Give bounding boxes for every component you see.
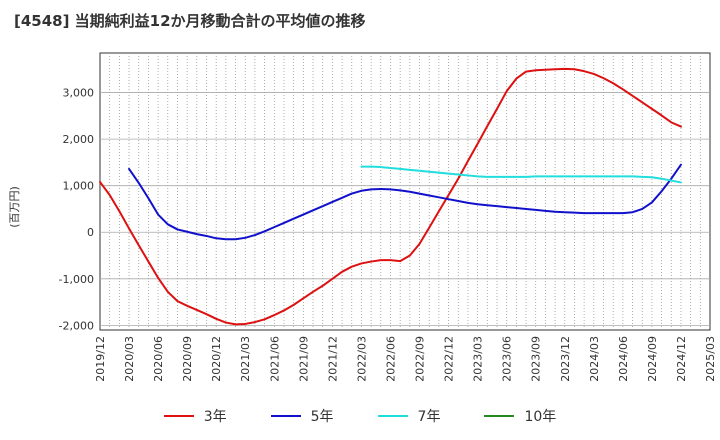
x-tick-label: 2019/12 [94, 336, 107, 382]
x-tick-label: 2023/09 [530, 336, 543, 382]
legend-label-3y: 3年 [203, 409, 227, 425]
x-tick-label: 2023/12 [559, 336, 572, 382]
legend-label-5y: 5年 [310, 409, 334, 425]
legend-item-10y: 10年 [484, 406, 556, 426]
x-tick-label: 2024/12 [675, 336, 688, 382]
grid-lines [100, 53, 710, 330]
x-tick-label: 2023/06 [501, 336, 514, 382]
x-tick-label: 2025/03 [704, 336, 717, 382]
x-tick-label: 2022/09 [414, 336, 427, 382]
y-tick-label: 0 [87, 226, 94, 239]
x-tick-label: 2021/12 [326, 336, 339, 382]
series-line-0 [99, 67, 682, 326]
x-tick-label: 2021/09 [297, 336, 310, 382]
legend: 3年 5年 7年 10年 [0, 404, 720, 428]
x-tick-label: 2021/06 [268, 336, 281, 382]
series-lines [99, 67, 682, 326]
x-tick-label: 2022/12 [443, 336, 456, 382]
y-axis-label: (百万円) [8, 186, 21, 228]
y-axis-ticks: 3,000 2,000 1,000 0 -1,000 -2,000 [59, 87, 94, 333]
legend-swatch-10y [484, 415, 515, 417]
legend-item-3y: 3年 [163, 406, 227, 426]
y-tick-label: -1,000 [59, 273, 94, 286]
x-axis-ticks: 2019/12 2020/03 2020/06 2020/09 2020/12 2021/… [94, 336, 717, 382]
x-tick-label: 2020/06 [152, 336, 165, 382]
series-line-2 [360, 165, 682, 184]
x-tick-label: 2022/03 [355, 336, 368, 382]
x-tick-label: 2020/03 [123, 336, 136, 382]
series-line-1 [128, 163, 682, 241]
x-tick-label: 2022/06 [384, 336, 397, 382]
y-tick-label: 2,000 [63, 133, 95, 146]
y-tick-label: 3,000 [63, 87, 95, 100]
legend-swatch-3y [163, 415, 194, 417]
legend-swatch-5y [270, 415, 301, 417]
y-tick-label: -2,000 [59, 319, 94, 332]
x-tick-label: 2021/03 [239, 336, 252, 382]
line-chart: 3,000 2,000 1,000 0 -1,000 -2,000 2019/12 2020… [8, 52, 717, 382]
chart-title: [4548] 当期純利益12か月移動合計の平均値の推移 [14, 12, 366, 30]
x-tick-label: 2024/06 [617, 336, 630, 382]
y-tick-label: 1,000 [63, 180, 95, 193]
legend-swatch-7y [377, 415, 408, 417]
x-tick-label: 2020/12 [210, 336, 223, 382]
legend-item-7y: 7年 [377, 406, 441, 426]
x-tick-label: 2024/03 [588, 336, 601, 382]
legend-item-5y: 5年 [270, 406, 334, 426]
x-tick-label: 2023/03 [472, 336, 485, 382]
x-tick-label: 2020/09 [181, 336, 194, 382]
legend-label-10y: 10年 [524, 409, 557, 425]
legend-label-7y: 7年 [417, 409, 441, 425]
x-tick-label: 2024/09 [646, 336, 659, 382]
